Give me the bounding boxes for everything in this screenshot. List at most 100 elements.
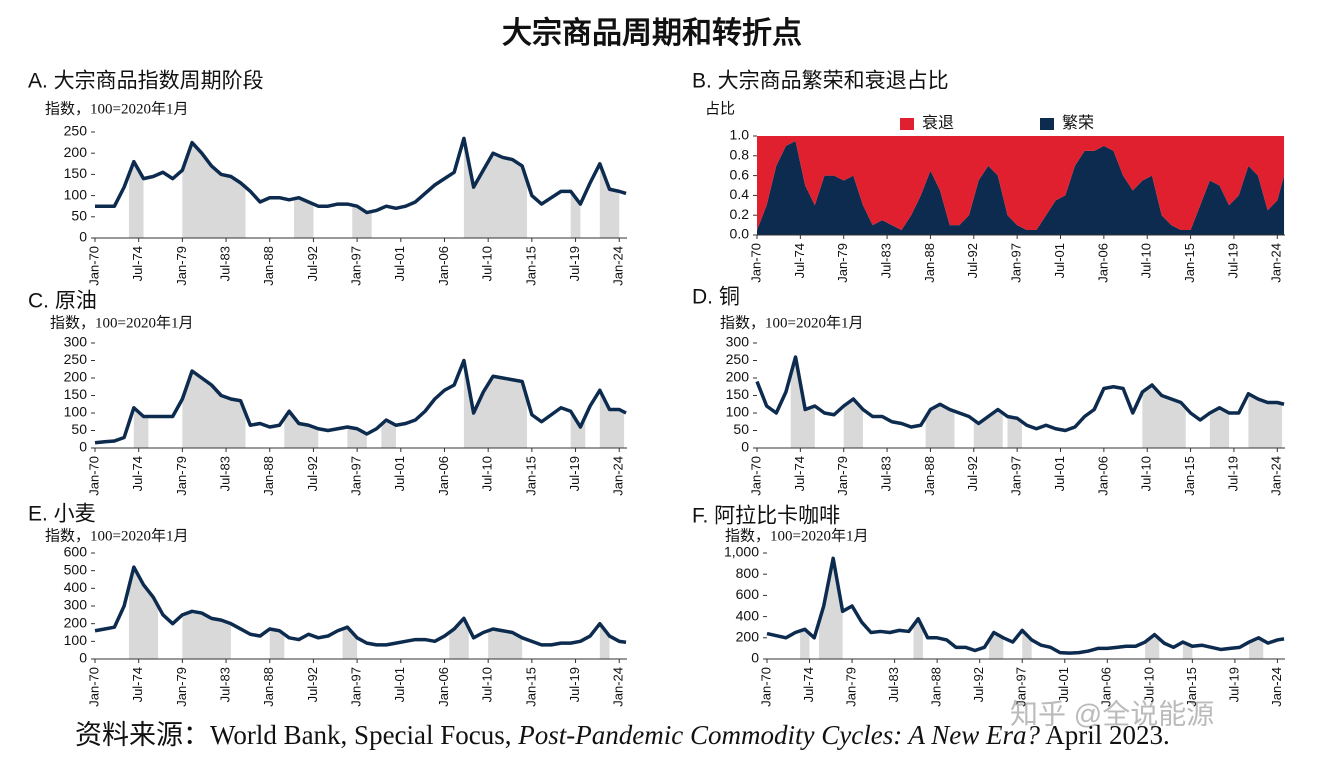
boom-period [463,360,528,448]
boom-period [128,161,144,238]
y-tick-label: 500 [64,561,88,577]
x-tick-label: Jul-01 [1052,456,1067,491]
boom-period [182,142,246,238]
x-tick-label: Jan-06 [1095,456,1110,496]
x-tick-label: Jul-92 [971,667,986,702]
panel-subtitle: 指数，100=2020年1月 [45,100,188,117]
x-tick-label: Jul-83 [886,667,901,702]
y-tick-label: 600 [736,586,760,602]
legend-label: 繁荣 [1062,114,1094,132]
y-tick-label: 0 [79,439,87,455]
boom-period [269,628,285,659]
y-tick-label: 1.0 [730,127,750,143]
x-tick-label: Jul-19 [567,456,582,491]
index-line [766,556,1285,655]
x-tick-label: Jan-79 [835,456,850,496]
x-tick-label: Jul-74 [792,456,807,491]
boom-period [925,404,955,448]
boom-period [284,411,319,448]
boom-period [449,618,469,659]
y-tick-label: 200 [64,144,88,160]
y-tick-label: 300 [726,334,750,350]
x-tick-label: Jan-88 [922,456,937,496]
index-line [94,565,627,647]
x-tick-label: Jan-97 [349,667,364,707]
boom-period [182,611,231,659]
x-tick-label: Jul-19 [1226,667,1241,702]
boom-period [599,623,610,659]
y-tick-label: 150 [64,386,88,402]
y-tick-label: 1,000 [724,544,759,560]
y-tick-label: 200 [726,369,750,385]
boom-period [1249,637,1264,659]
source-prefix: 资料来源：World Bank, Special Focus, [75,720,518,750]
x-tick-label: Jul-83 [879,456,894,491]
y-tick-label: 800 [736,565,760,581]
x-tick-label: Jan-79 [174,456,189,496]
x-tick-label: Jan-24 [1269,667,1284,707]
panel-subtitle: 指数，100=2020年1月 [725,527,868,544]
x-tick-label: Jan-24 [1269,243,1284,283]
boom-period [1142,385,1186,448]
x-tick-label: Jan-24 [611,456,626,496]
source-note: 资料来源：World Bank, Special Focus, Post-Pan… [75,720,1170,750]
boom-period [800,629,810,659]
x-tick-label: Jul-83 [217,456,232,491]
x-tick-label: Jan-79 [174,667,189,707]
boom-period [463,138,528,238]
y-tick-label: 200 [736,629,760,645]
y-tick-label: 300 [64,334,88,350]
x-tick-label: Jan-70 [748,243,763,283]
x-tick-label: Jul-01 [392,667,407,702]
panel-title: D. 铜 [692,286,740,309]
boom-period [128,567,159,659]
x-tick-label: Jul-19 [1225,243,1240,278]
boom-period [599,163,620,238]
x-tick-label: Jul-92 [965,243,980,278]
figure-title: 大宗商品周期和转折点 [502,16,802,50]
y-tick-label: 100 [726,404,750,420]
panel-subtitle: 指数，100=2020年1月 [50,314,193,331]
x-tick-label: Jul-19 [567,667,582,702]
y-tick-label: 600 [64,544,88,560]
y-tick-label: 250 [726,351,750,367]
x-tick-label: Jul-10 [480,246,495,281]
x-tick-label: Jul-74 [792,243,807,278]
index-line [95,136,627,215]
x-tick-label: Jan-06 [1099,667,1114,707]
x-tick-label: Jul-01 [1052,243,1067,278]
boom-period [973,409,1003,448]
x-tick-label: Jan-15 [523,456,538,496]
x-tick-label: Jul-19 [1225,456,1240,491]
y-tick-label: 400 [736,607,760,623]
x-tick-label: Jan-88 [922,243,937,283]
boom-period [989,632,1004,659]
x-tick-label: Jan-06 [436,456,451,496]
panel-subtitle: 指数，100=2020年1月 [45,527,188,544]
x-tick-label: Jul-74 [130,667,145,702]
y-tick-label: 0.4 [730,186,750,202]
x-tick-label: Jul-83 [217,667,232,702]
legend-swatch [900,118,914,130]
y-tick-label: 50 [733,421,749,437]
y-tick-label: 0.6 [730,166,750,182]
watermark: 知乎 @全说能源 [1010,698,1214,729]
boom-period [1007,416,1022,448]
x-tick-label: Jan-24 [611,667,626,707]
panel-title: B. 大宗商品繁荣和衰退占比 [692,70,949,93]
source-suffix: April 2023. [1040,720,1170,750]
legend-swatch [1040,118,1054,130]
x-tick-label: Jul-10 [1139,456,1154,491]
y-tick-label: 250 [64,351,88,367]
y-axis-label: 占比 [705,100,735,117]
x-tick-label: Jan-88 [929,667,944,707]
boom-period [182,371,246,448]
x-tick-label: Jul-10 [480,456,495,491]
y-tick-label: 400 [64,579,88,595]
y-tick-label: 0.2 [730,206,750,222]
x-tick-label: Jan-97 [349,456,364,496]
boom-period [488,628,523,659]
x-tick-label: Jan-97 [1014,667,1029,707]
x-tick-label: Jan-24 [1269,456,1284,496]
